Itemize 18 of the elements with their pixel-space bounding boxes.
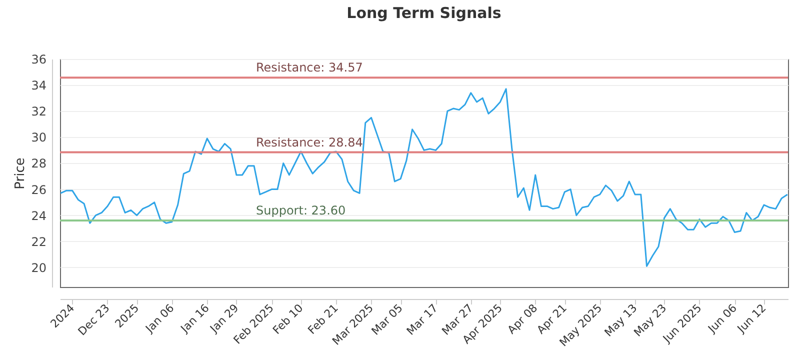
line-series xyxy=(60,88,788,267)
y-tick-label: 26 xyxy=(31,182,46,197)
y-tick-label: 34 xyxy=(31,78,46,93)
x-tick-label: Mar 17 xyxy=(404,302,440,338)
y-tick-label: 36 xyxy=(31,52,46,66)
ref-line-label: Resistance: 34.57 xyxy=(256,60,363,75)
x-tick-label: Jan 06 xyxy=(142,302,177,336)
ref-line-label: Support: 23.60 xyxy=(256,204,346,218)
x-tick-label: Dec 23 xyxy=(76,302,112,338)
ref-line-label: Resistance: 28.84 xyxy=(256,135,363,150)
y-tick-label: 22 xyxy=(31,234,46,249)
y-tick-label: 32 xyxy=(31,104,46,119)
y-axis-title: Price xyxy=(13,158,28,190)
y-tick-label: 24 xyxy=(31,208,46,223)
chart-title: Long Term Signals xyxy=(346,4,502,22)
y-tick-label: 28 xyxy=(31,156,46,171)
y-tick-label: 20 xyxy=(31,260,46,275)
y-tick-label: 30 xyxy=(31,130,46,145)
